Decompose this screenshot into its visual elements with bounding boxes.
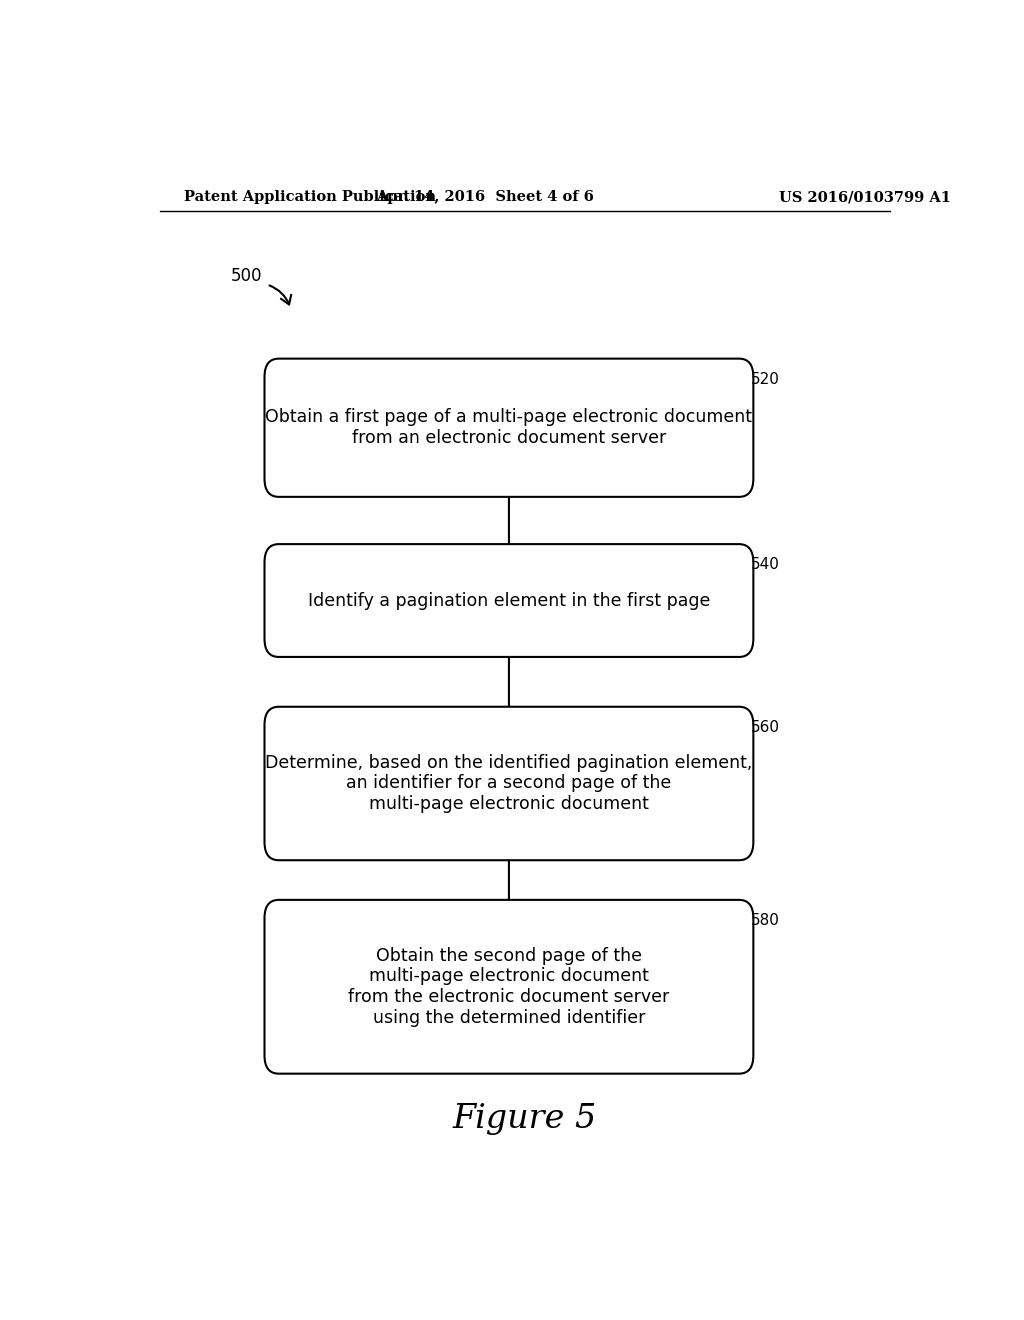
FancyArrowPatch shape (269, 285, 291, 305)
Text: Identify a pagination element in the first page: Identify a pagination element in the fir… (308, 591, 710, 610)
Text: 520: 520 (751, 372, 780, 387)
Text: Obtain a first page of a multi-page electronic document
from an electronic docum: Obtain a first page of a multi-page elec… (265, 408, 753, 447)
FancyBboxPatch shape (264, 706, 754, 861)
Text: Apr. 14, 2016  Sheet 4 of 6: Apr. 14, 2016 Sheet 4 of 6 (376, 190, 594, 205)
Text: 540: 540 (751, 557, 780, 573)
Text: 500: 500 (231, 268, 263, 285)
Text: Obtain the second page of the
multi-page electronic document
from the electronic: Obtain the second page of the multi-page… (348, 946, 670, 1027)
FancyBboxPatch shape (264, 544, 754, 657)
Text: Figure 5: Figure 5 (453, 1104, 597, 1135)
Text: 580: 580 (751, 913, 780, 928)
Text: Determine, based on the identified pagination element,
an identifier for a secon: Determine, based on the identified pagin… (265, 754, 753, 813)
FancyBboxPatch shape (264, 359, 754, 496)
Text: 560: 560 (751, 719, 780, 735)
FancyBboxPatch shape (264, 900, 754, 1073)
Text: US 2016/0103799 A1: US 2016/0103799 A1 (778, 190, 950, 205)
Text: Patent Application Publication: Patent Application Publication (183, 190, 435, 205)
